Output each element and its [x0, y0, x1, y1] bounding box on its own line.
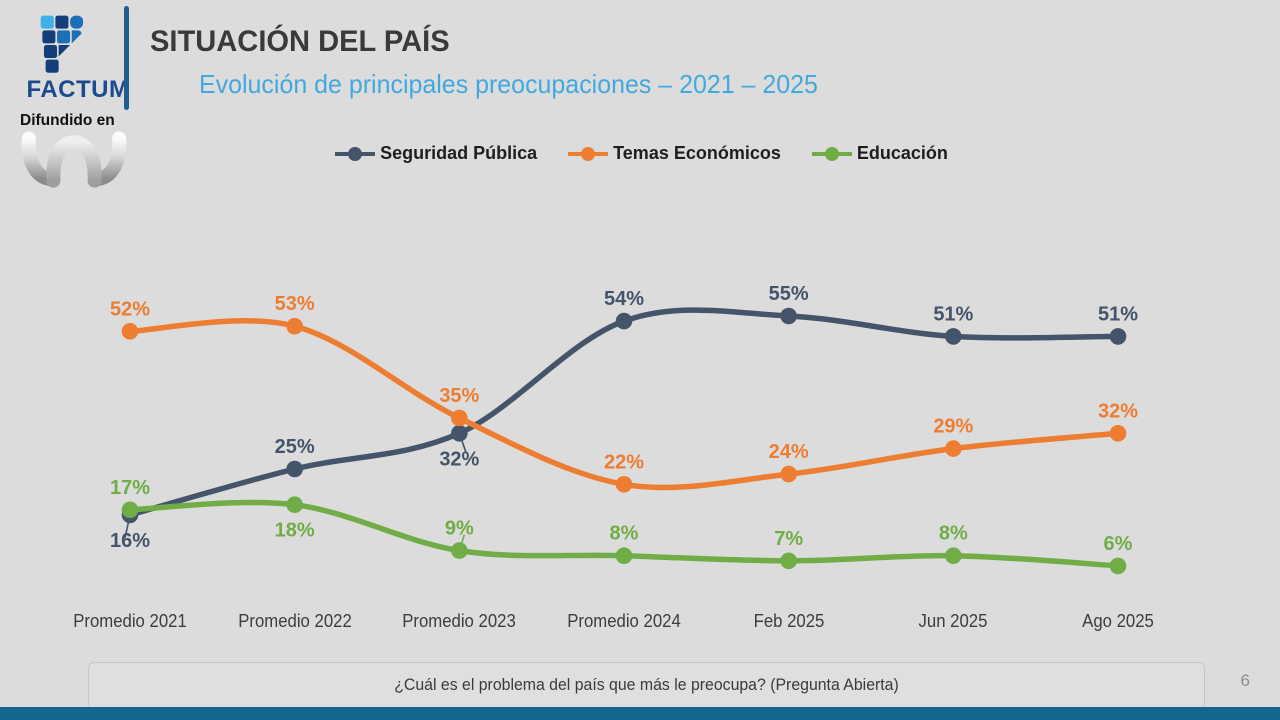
page-number: 6 — [1240, 671, 1250, 690]
point-seguridad-publica-2 — [451, 425, 468, 442]
x-axis-label-4: Feb 2025 — [753, 611, 825, 631]
legend-item-educacion: Educación — [809, 143, 948, 164]
point-seguridad-publica-4 — [780, 307, 797, 325]
question-text: ¿Cuál es el problema del país que más le… — [394, 676, 899, 694]
legend-marker-educacion-icon — [811, 146, 852, 161]
chart-legend: Seguridad Pública Temas Económicos Educa… — [0, 143, 1280, 164]
point-temas-economicos-4 — [780, 465, 797, 483]
point-educacion-4 — [780, 552, 797, 570]
point-temas-economicos-0 — [121, 323, 139, 340]
point-seguridad-publica-0 — [121, 506, 139, 524]
leader-line-educacion — [458, 534, 466, 551]
x-axis-label-0: Promedio 2021 — [73, 611, 187, 631]
data-label-educacion-5: 8% — [939, 523, 968, 545]
data-label-temas-economicos-6: 32% — [1098, 400, 1138, 422]
point-educacion-5 — [945, 547, 962, 564]
line-temas-economicos — [127, 318, 1121, 491]
data-label-seguridad-publica-5: 51% — [933, 303, 973, 325]
data-label-seguridad-publica-6: 51% — [1098, 303, 1138, 325]
data-label-seguridad-publica-0: 16% — [110, 530, 150, 552]
point-temas-economicos-5 — [945, 440, 962, 457]
data-label-educacion-4: 7% — [774, 528, 803, 550]
distribution-label: Difundido en — [20, 112, 115, 129]
legend-item-label: Temas Económicos — [613, 143, 781, 163]
point-educacion-3 — [615, 547, 633, 564]
data-label-educacion-6: 6% — [1104, 533, 1133, 555]
point-educacion-1 — [286, 496, 303, 513]
legend-marker-seguridad-icon — [335, 146, 376, 161]
page-title: SITUACIÓN DEL PAÍS — [150, 25, 450, 58]
point-seguridad-publica-1 — [286, 460, 303, 478]
data-label-temas-economicos-1: 53% — [275, 293, 315, 315]
data-label-seguridad-publica-3: 54% — [604, 288, 644, 310]
line-educacion — [127, 499, 1121, 569]
page-subtitle: Evolución de principales preocupaciones … — [199, 69, 818, 99]
data-label-seguridad-publica-1: 25% — [275, 436, 315, 458]
data-label-seguridad-publica-2: 32% — [439, 448, 479, 470]
point-seguridad-publica-6 — [1109, 328, 1127, 345]
x-axis-label-5: Jun 2025 — [918, 611, 988, 631]
data-label-educacion-3: 8% — [610, 523, 639, 545]
legend-item-seguridad-publica: Seguridad Pública — [332, 143, 537, 164]
data-label-temas-economicos-0: 52% — [110, 298, 150, 320]
legend-item-temas-economicos: Temas Económicos — [565, 143, 781, 164]
point-educacion-6 — [1109, 557, 1127, 575]
x-axis-label-6: Ago 2025 — [1082, 611, 1154, 631]
brand-wordmark: FACTUM — [26, 76, 130, 103]
data-label-educacion-0: 17% — [110, 477, 150, 499]
legend-item-label: Educación — [856, 143, 948, 163]
point-seguridad-publica-5 — [945, 328, 962, 345]
point-temas-economicos-6 — [1109, 425, 1127, 442]
point-educacion-0 — [121, 501, 139, 519]
point-educacion-2 — [451, 542, 468, 559]
legend-marker-economia-icon — [568, 146, 609, 161]
factum-logo-icon — [40, 15, 84, 73]
point-temas-economicos-1 — [286, 317, 303, 335]
header-divider — [124, 6, 129, 110]
point-temas-economicos-2 — [451, 409, 468, 427]
leader-line-seguridad-publica — [124, 514, 131, 539]
data-label-temas-economicos-5: 29% — [933, 416, 973, 438]
legend-item-label: Seguridad Pública — [380, 143, 538, 163]
data-label-temas-economicos-4: 24% — [769, 441, 809, 463]
broadcaster-w-icon — [21, 131, 127, 188]
x-axis-label-2: Promedio 2023 — [402, 611, 517, 631]
x-axis-label-1: Promedio 2022 — [237, 611, 352, 631]
point-seguridad-publica-3 — [615, 312, 633, 330]
data-label-educacion-1: 18% — [275, 520, 315, 542]
data-label-educacion-2: 9% — [445, 518, 474, 540]
leader-line-seguridad-publica — [458, 433, 468, 454]
x-axis-label-3: Promedio 2024 — [567, 611, 681, 631]
footer-bar — [0, 707, 1280, 720]
question-box: ¿Cuál es el problema del país que más le… — [88, 662, 1205, 709]
point-temas-economicos-3 — [615, 476, 633, 493]
data-label-temas-economicos-2: 35% — [439, 385, 479, 407]
data-label-temas-economicos-3: 22% — [604, 451, 644, 473]
line-seguridad-publica — [127, 307, 1121, 518]
data-label-seguridad-publica-4: 55% — [769, 283, 809, 305]
